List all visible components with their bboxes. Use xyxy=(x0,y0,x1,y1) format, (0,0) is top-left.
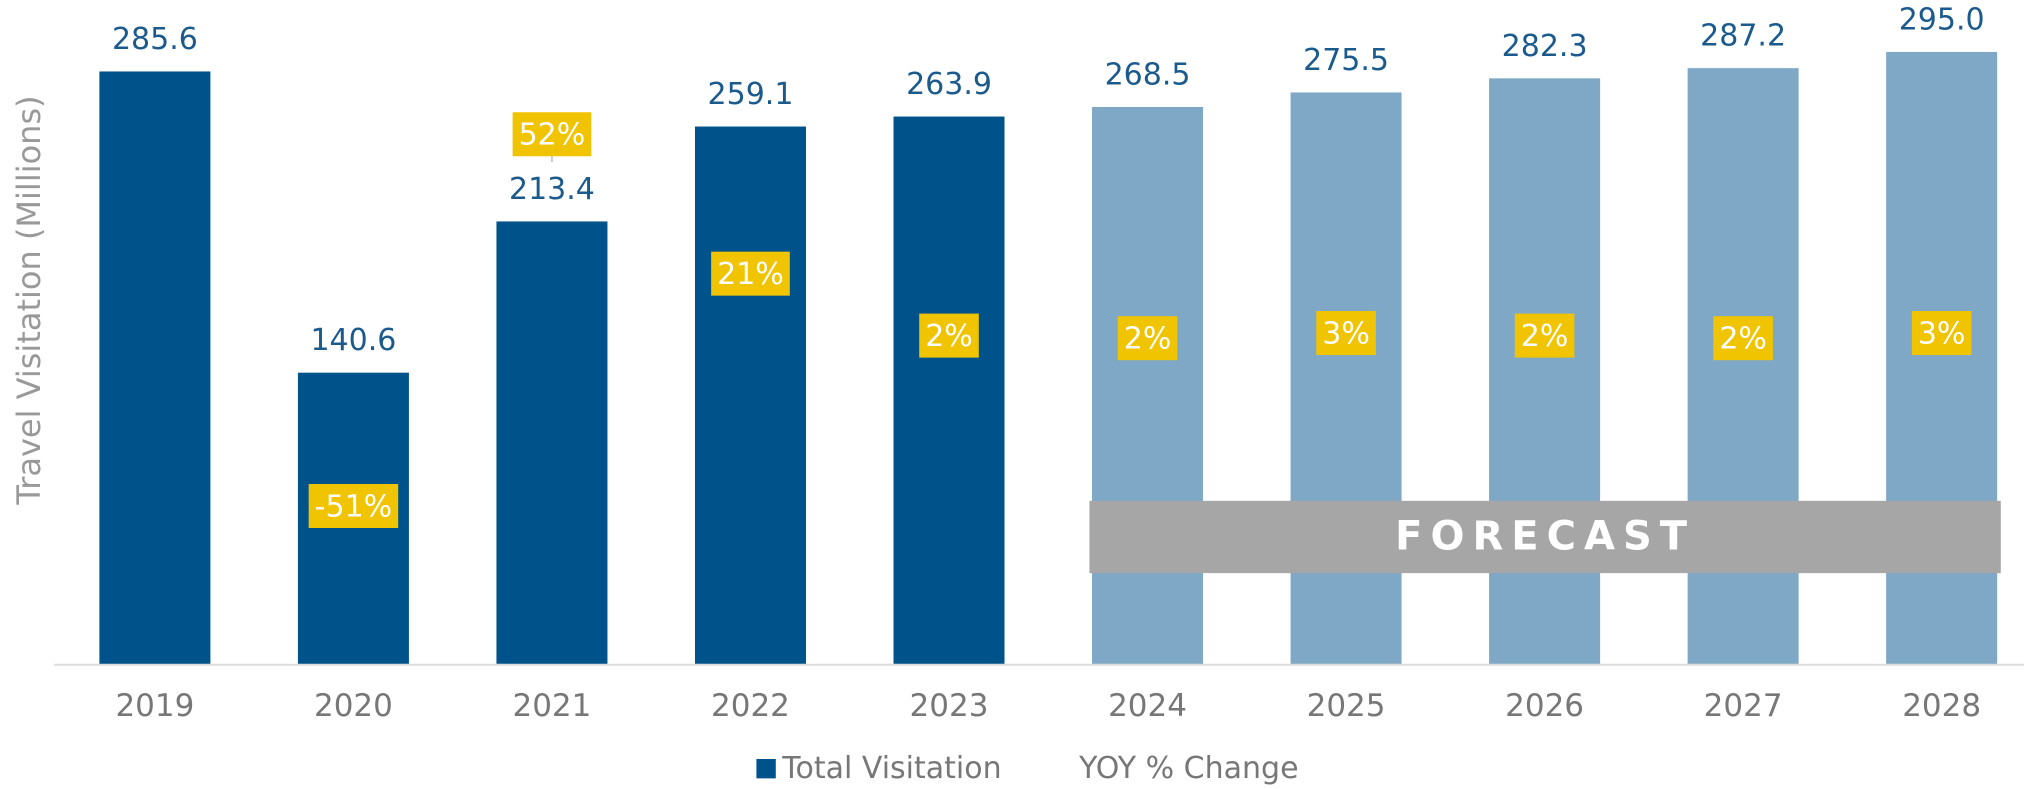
bar xyxy=(496,221,608,665)
yoy-label: 3% xyxy=(1911,311,1972,356)
value-label: 285.6 xyxy=(112,22,198,57)
x-tick-label: 2025 xyxy=(1307,688,1386,724)
yoy-label-box xyxy=(1911,311,1972,356)
yoy-label: -51% xyxy=(308,484,399,528)
yoy-label-text: 3% xyxy=(1918,317,1966,352)
yoy-label: 2% xyxy=(1713,316,1773,361)
y-axis-label: Travel Visitation (Millions) xyxy=(10,95,48,505)
yoy-label: 2% xyxy=(1117,316,1178,361)
value-label: 140.6 xyxy=(310,323,396,358)
x-tick-label: 2021 xyxy=(512,688,591,724)
bar xyxy=(893,116,1005,665)
yoy-label-text: 2% xyxy=(1521,319,1569,354)
yoy-label-text: 52% xyxy=(519,118,586,153)
bar xyxy=(1687,68,1799,665)
yoy-label: 3% xyxy=(1316,311,1376,356)
value-label: 268.5 xyxy=(1105,58,1191,93)
value-label: 275.5 xyxy=(1303,43,1389,78)
value-label: 295.0 xyxy=(1899,2,1985,37)
yoy-label-box xyxy=(1117,316,1178,361)
x-tick-label: 2020 xyxy=(314,688,393,724)
forecast-band xyxy=(1089,500,2001,574)
x-tick-label: 2023 xyxy=(910,688,989,724)
legend-label: Total Visitation xyxy=(781,751,1001,786)
yoy-label-text: 21% xyxy=(717,257,784,292)
legend-marker xyxy=(756,759,776,779)
yoy-label: 2% xyxy=(1514,313,1575,358)
yoy-label-box xyxy=(1713,316,1773,361)
yoy-label-text: -51% xyxy=(315,490,393,525)
value-label: 259.1 xyxy=(708,77,794,112)
forecast-label: FORECAST xyxy=(1395,513,1695,559)
yoy-label-box xyxy=(711,251,790,296)
yoy-label-box xyxy=(308,484,399,528)
yoy-label: 21% xyxy=(711,251,790,296)
yoy-label-box xyxy=(512,112,592,157)
bar xyxy=(1290,92,1402,665)
value-label: 282.3 xyxy=(1502,29,1588,64)
yoy-label-text: 2% xyxy=(1719,322,1767,357)
x-tick-label: 2024 xyxy=(1108,688,1187,724)
value-label: 213.4 xyxy=(509,172,595,207)
bar xyxy=(99,71,211,665)
x-tick-label: 2027 xyxy=(1704,688,1783,724)
yoy-label-text: 2% xyxy=(1124,322,1172,357)
bar xyxy=(1092,106,1204,665)
bar xyxy=(1489,78,1601,665)
yoy-label-text: 3% xyxy=(1322,317,1370,352)
x-tick-label: 2022 xyxy=(711,688,790,724)
value-label: 287.2 xyxy=(1700,19,1786,54)
yoy-label-text: 2% xyxy=(925,319,973,354)
yoy-label: 52% xyxy=(512,112,592,157)
yoy-label-box xyxy=(1316,311,1376,356)
x-tick-label: 2026 xyxy=(1505,688,1584,724)
yoy-label: 2% xyxy=(919,313,979,358)
x-tick-label: 2019 xyxy=(115,688,194,724)
legend-label: YOY % Change xyxy=(1078,751,1298,786)
yoy-label-box xyxy=(1514,313,1575,358)
bar xyxy=(694,126,806,665)
x-tick-label: 2028 xyxy=(1902,688,1981,724)
yoy-label-box xyxy=(919,313,979,358)
value-label: 263.9 xyxy=(906,67,992,102)
